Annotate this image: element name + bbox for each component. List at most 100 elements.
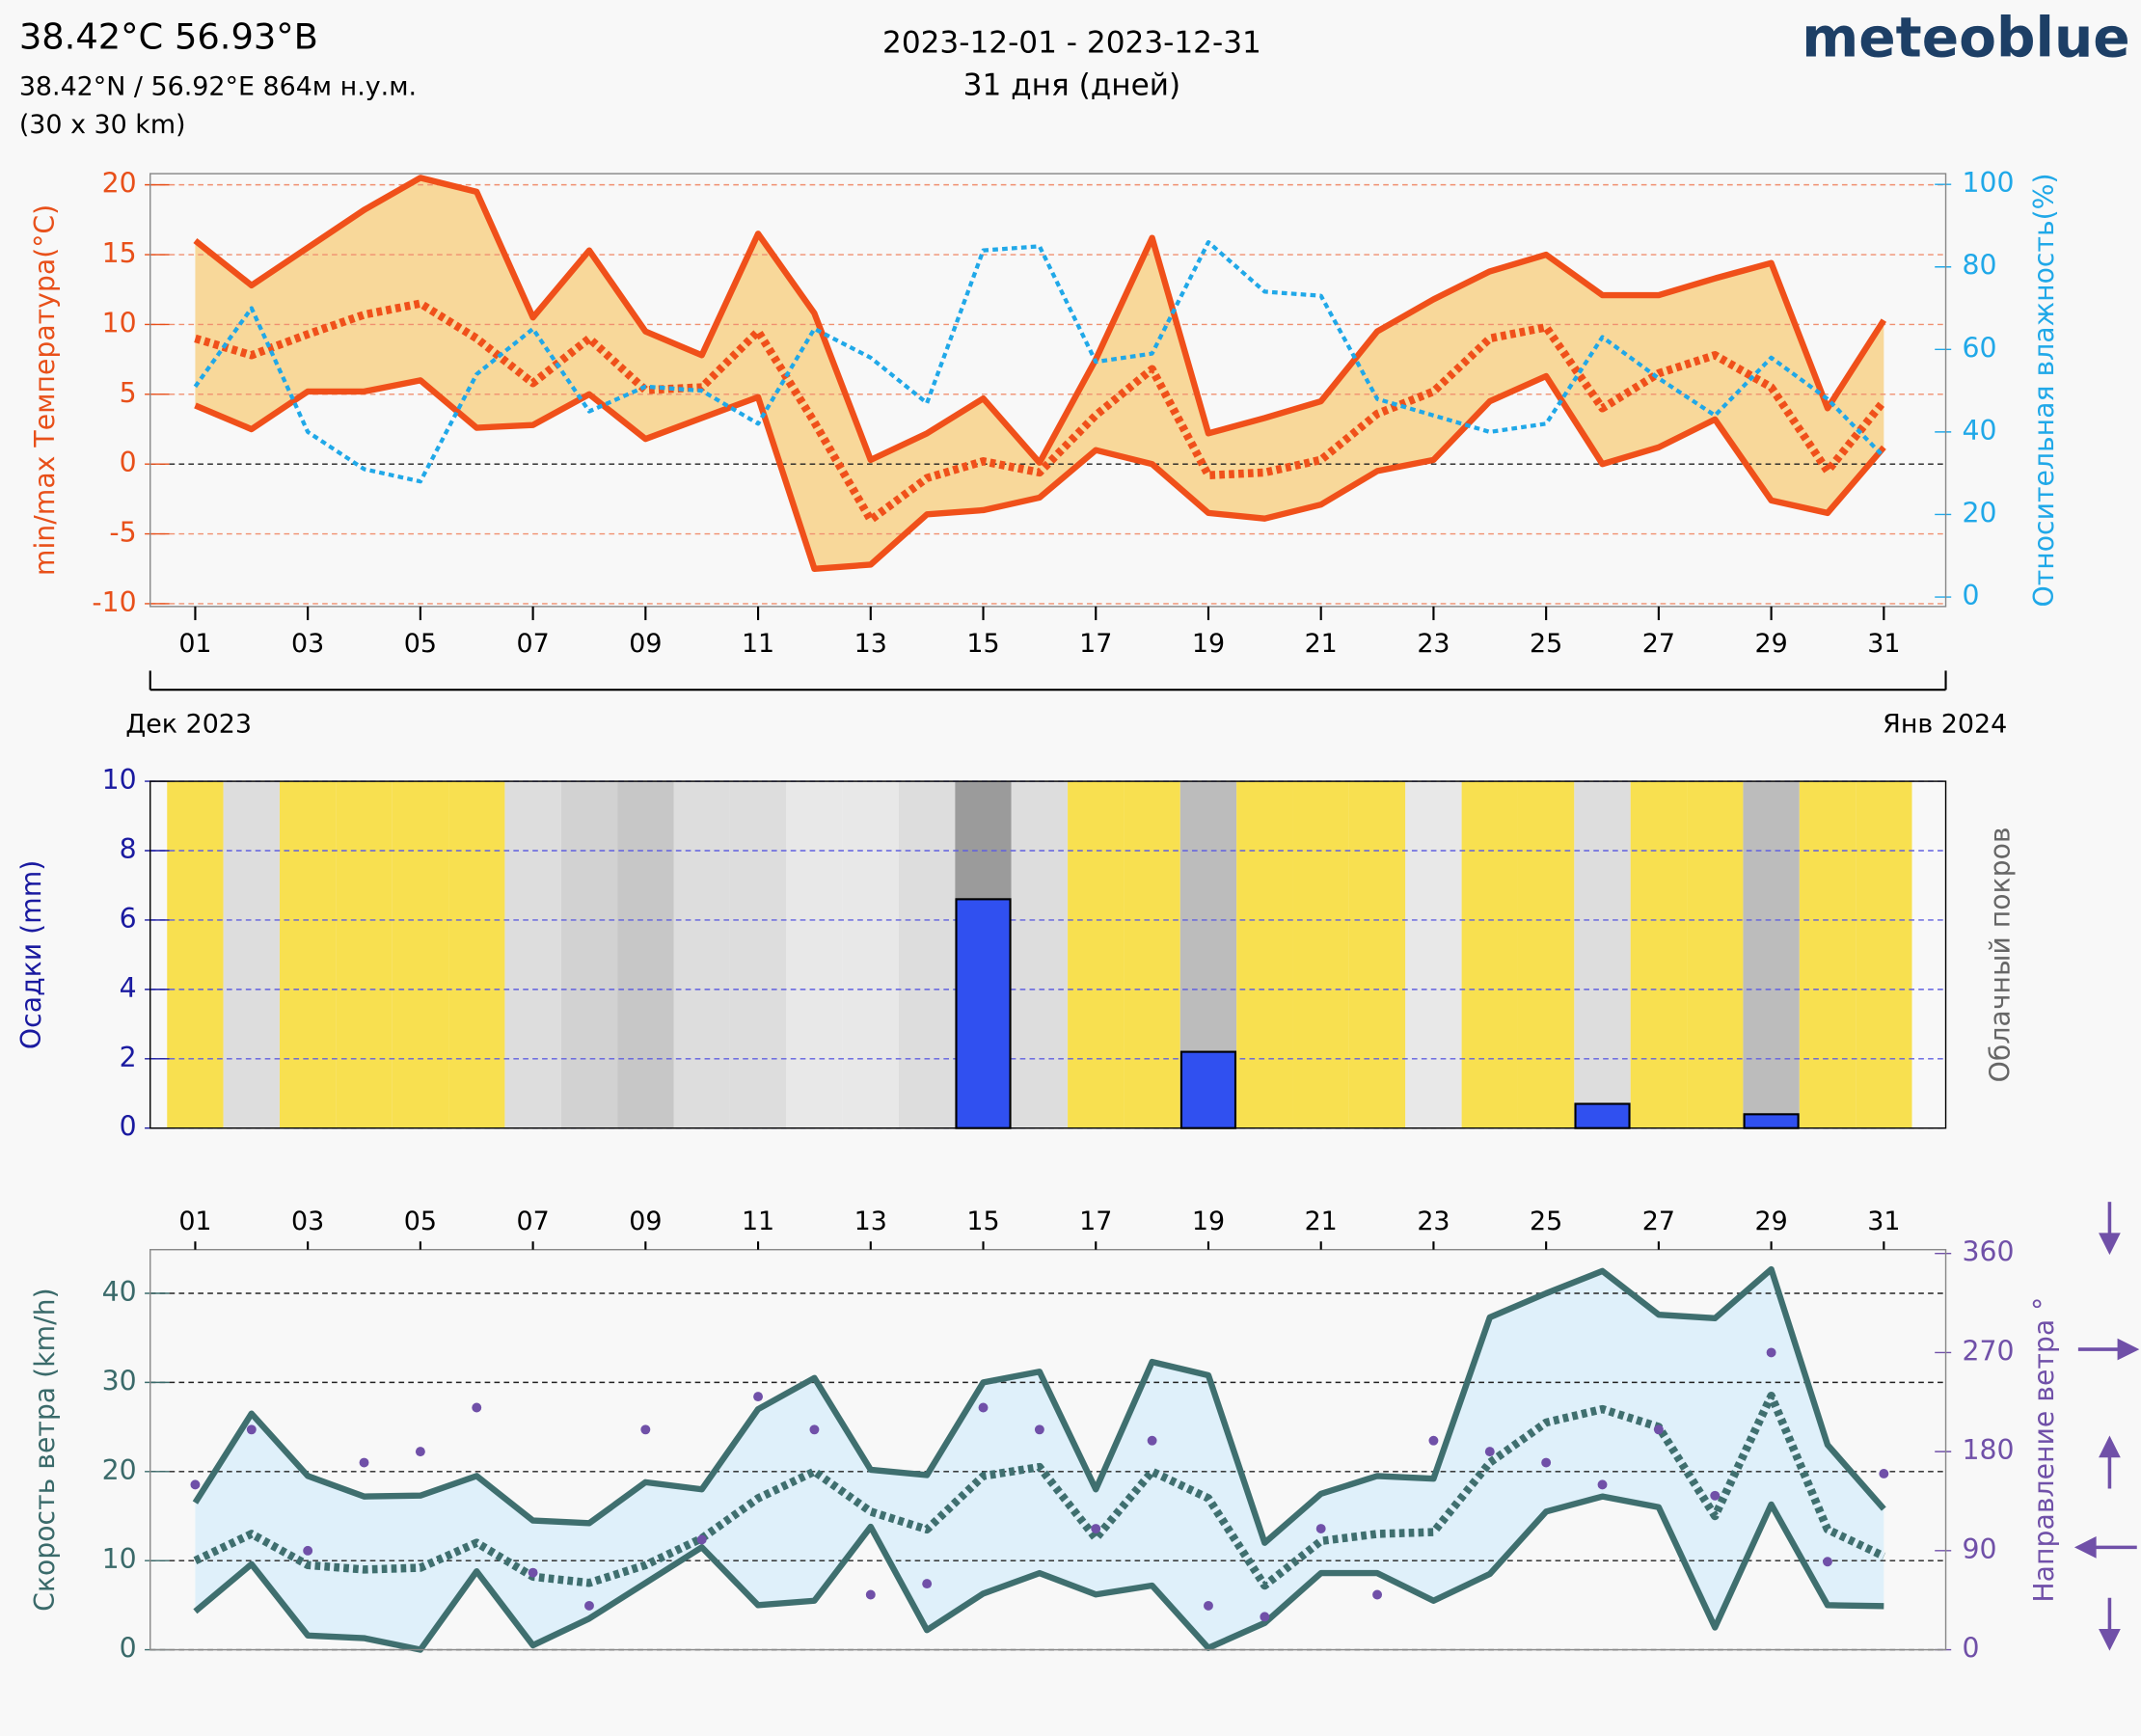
y2-tick-label: 90 (1963, 1533, 1997, 1565)
range-area (195, 1269, 1884, 1650)
period: 2023-12-01 - 2023-12-31 (882, 26, 1261, 61)
cloud-cover (1011, 781, 1069, 1128)
wind-arrows (2073, 1202, 2140, 1651)
y2-axis-title: Относительная влажность(%) (2028, 173, 2060, 607)
period-label: Дек 2023 (125, 710, 252, 740)
y-tick-label: 20 (102, 1454, 137, 1486)
x-tick-label: 25 (1530, 1207, 1562, 1236)
title: 38.42°С 56.93°В (19, 15, 318, 57)
cloud-cover (898, 781, 956, 1128)
x-tick-label: 15 (966, 1207, 999, 1236)
y2-axis-title: Направление ветра ° (2028, 1297, 2060, 1603)
y2-axis-title: Облачный покров (1985, 827, 2017, 1082)
grid-size: (30 x 30 km) (19, 110, 186, 140)
direction-dot (753, 1392, 764, 1402)
direction-dot (1147, 1435, 1157, 1446)
direction-dot (1260, 1612, 1270, 1622)
cloud-cover (673, 781, 730, 1128)
cloud-cover (1574, 781, 1631, 1128)
cloud-cover (223, 781, 280, 1128)
series-line (193, 1493, 1884, 1653)
series-line (194, 299, 1887, 525)
cloud-cover (1799, 781, 1856, 1128)
direction-dot (1823, 1557, 1832, 1567)
x-tick-label: 21 (1305, 629, 1338, 659)
y-tick-label: 40 (102, 1276, 137, 1308)
direction-dot (1879, 1469, 1889, 1478)
cloud-cover (1236, 781, 1293, 1128)
x-tick-label: 03 (291, 629, 324, 659)
direction-dot (1372, 1589, 1383, 1600)
direction-dot (1541, 1457, 1552, 1468)
direction-dot (1653, 1424, 1664, 1435)
cloud-cover (1348, 781, 1406, 1128)
y-tick-label: -5 (109, 517, 136, 549)
x-tick-label: 01 (178, 1207, 211, 1236)
y-tick-label: 2 (120, 1042, 137, 1073)
x-tick-label: 05 (404, 1207, 437, 1236)
direction-dot (1091, 1524, 1101, 1533)
cloud-cover (1517, 781, 1575, 1128)
y2-tick-label: 180 (1963, 1434, 2015, 1466)
y-axis-title: Скорость ветра (km/h) (29, 1288, 61, 1612)
x-tick-label: 31 (1867, 629, 1900, 659)
y-axis-title: min/max Температура(°C) (29, 204, 61, 576)
direction-dot (1428, 1435, 1439, 1446)
y2-tick-label: 0 (1963, 580, 1980, 611)
y2-tick-label: 0 (1963, 1633, 1980, 1665)
cloud-cover (1743, 781, 1800, 1128)
cloud-cover (1856, 781, 1912, 1128)
x-tick-label: 05 (404, 629, 437, 659)
direction-dot (696, 1534, 707, 1545)
cloud-cover (560, 781, 618, 1128)
direction-dot (1204, 1600, 1213, 1611)
direction-dot (1034, 1424, 1044, 1435)
y-tick-label: 10 (102, 1543, 137, 1575)
cloud-cover (279, 781, 337, 1128)
x-tick-label: 29 (1755, 629, 1788, 659)
cloud-cover (1124, 781, 1180, 1128)
x-tick-label: 27 (1642, 629, 1675, 659)
direction-dot (978, 1402, 989, 1413)
y-axis-title: Осадки (mm) (15, 860, 47, 1049)
cloud-cover (392, 781, 449, 1128)
cloud-cover (1405, 781, 1462, 1128)
y-tick-label: 10 (102, 764, 137, 796)
x-tick-label: 29 (1755, 1207, 1788, 1236)
direction-dot (1597, 1479, 1608, 1490)
y2-tick-label: 40 (1963, 415, 1997, 447)
direction-dot (246, 1424, 257, 1435)
x-tick-label: 27 (1642, 1207, 1675, 1236)
direction-dot (528, 1567, 538, 1578)
y2-tick-label: 20 (1963, 497, 1997, 529)
direction-dot (359, 1457, 369, 1468)
cloud-cover (1630, 781, 1688, 1128)
cloud-cover (1461, 781, 1518, 1128)
y-tick-label: 0 (120, 1633, 137, 1665)
y-tick-label: 5 (120, 377, 137, 409)
cloud-cover (1068, 781, 1125, 1128)
cloud-cover (786, 781, 843, 1128)
y-tick-label: 0 (120, 1111, 137, 1143)
x-tick-label: 23 (1417, 629, 1450, 659)
direction-dot (1315, 1524, 1326, 1533)
y-tick-label: 30 (102, 1365, 137, 1397)
x-tick-label: 07 (517, 629, 550, 659)
plot-frame (149, 780, 1947, 1129)
x-tick-label: 11 (742, 1207, 774, 1236)
direction-dot (1484, 1447, 1495, 1457)
direction-dot (1766, 1347, 1776, 1358)
brand: meteoblue (1802, 6, 2129, 69)
y2-tick-label: 100 (1963, 167, 2015, 199)
y2-tick-label: 60 (1963, 332, 1997, 364)
x-tick-label: 25 (1530, 629, 1562, 659)
y-tick-label: 10 (102, 307, 137, 339)
x-tick-label: 09 (629, 1207, 662, 1236)
plot-frame (149, 1249, 1947, 1651)
series-line (193, 1391, 1886, 1590)
y-tick-label: -10 (92, 586, 136, 618)
direction-dot (922, 1579, 933, 1589)
y-tick-label: 20 (102, 168, 137, 200)
y-tick-label: 15 (102, 237, 137, 269)
